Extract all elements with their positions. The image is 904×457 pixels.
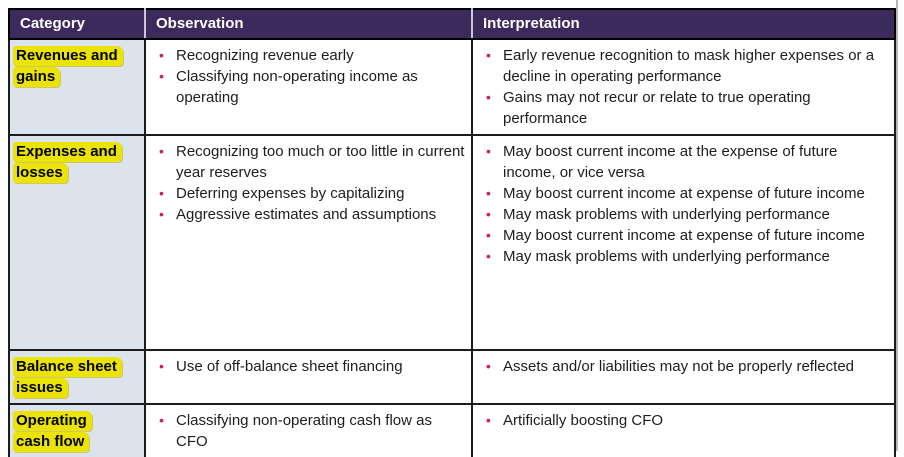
- interpretation-item: May boost current income at the expense …: [486, 141, 888, 183]
- interpretation-item: Assets and/or liabilities may not be pro…: [486, 356, 888, 377]
- observation-item: Use of off-balance sheet financing: [159, 356, 465, 377]
- observation-cell: Use of off-balance sheet financing: [144, 349, 473, 405]
- page-edge-line: [896, 0, 898, 451]
- category-cell: Balance sheet issues: [8, 349, 146, 405]
- column-header-interpretation: Interpretation: [471, 9, 895, 40]
- observation-item: Recognizing too much or too little in cu…: [159, 141, 465, 183]
- category-label-highlighted: Balance sheet issues: [13, 357, 122, 398]
- interpretation-cell: Assets and/or liabilities may not be pro…: [471, 349, 896, 405]
- interpretation-item: Early revenue recognition to mask higher…: [486, 45, 888, 87]
- category-label-highlighted: Expenses and losses: [13, 142, 122, 183]
- category-label-highlighted: Revenues and gains: [13, 46, 123, 87]
- table-row: Revenues and gains Recognizing revenue ea…: [8, 38, 896, 136]
- category-label-highlighted: Operating cash flow: [13, 411, 92, 452]
- interpretation-list: Assets and/or liabilities may not be pro…: [473, 356, 888, 377]
- interpretation-cell: Early revenue recognition to mask higher…: [471, 38, 896, 136]
- interpretation-item: Artificially boosting CFO: [486, 410, 888, 431]
- observation-item: Classifying non-operating income as oper…: [159, 66, 465, 108]
- column-header-category: Category: [9, 9, 145, 40]
- observation-cell: Recognizing too much or too little in cu…: [144, 134, 473, 351]
- category-cell: Revenues and gains: [8, 38, 146, 136]
- interpretation-item: May boost current income at expense of f…: [486, 183, 888, 204]
- observation-list: Recognizing revenue earlyClassifying non…: [146, 45, 465, 108]
- header-row: Category Observation Interpretation: [9, 9, 895, 40]
- table-row: Balance sheet issues Use of off-balance s…: [8, 349, 896, 405]
- interpretation-cell: May boost current income at the expense …: [471, 134, 896, 351]
- interpretation-item: Gains may not recur or relate to true op…: [486, 87, 888, 129]
- observation-item: Deferring expenses by capitalizing: [159, 183, 465, 204]
- interpretation-list: Early revenue recognition to mask higher…: [473, 45, 888, 129]
- observation-list: Use of off-balance sheet financing: [146, 356, 465, 377]
- category-cell: Expenses and losses: [8, 134, 146, 351]
- observation-cell: Classifying non-operating cash flow as C…: [144, 403, 473, 457]
- observation-item: Recognizing revenue early: [159, 45, 465, 66]
- observation-item: Aggressive estimates and assumptions: [159, 204, 465, 225]
- observation-list: Classifying non-operating cash flow as C…: [146, 410, 465, 452]
- column-header-observation: Observation: [144, 9, 472, 40]
- table-row: Operating cash flow Classifying non-opera…: [8, 403, 896, 457]
- red-flags-table: Category Observation Interpretation Reve…: [8, 8, 896, 457]
- observation-cell: Recognizing revenue earlyClassifying non…: [144, 38, 473, 136]
- interpretation-list: May boost current income at the expense …: [473, 141, 888, 267]
- observation-item: Classifying non-operating cash flow as C…: [159, 410, 465, 452]
- observation-list: Recognizing too much or too little in cu…: [146, 141, 465, 225]
- interpretation-item: May mask problems with underlying perfor…: [486, 204, 888, 225]
- table-body: Revenues and gains Recognizing revenue ea…: [8, 38, 896, 457]
- interpretation-item: May boost current income at expense of f…: [486, 225, 888, 246]
- interpretation-item: May mask problems with underlying perfor…: [486, 246, 888, 267]
- interpretation-cell: Artificially boosting CFO: [471, 403, 896, 457]
- category-cell: Operating cash flow: [8, 403, 146, 457]
- table-row: Expenses and losses Recognizing too much …: [8, 134, 896, 351]
- interpretation-list: Artificially boosting CFO: [473, 410, 888, 431]
